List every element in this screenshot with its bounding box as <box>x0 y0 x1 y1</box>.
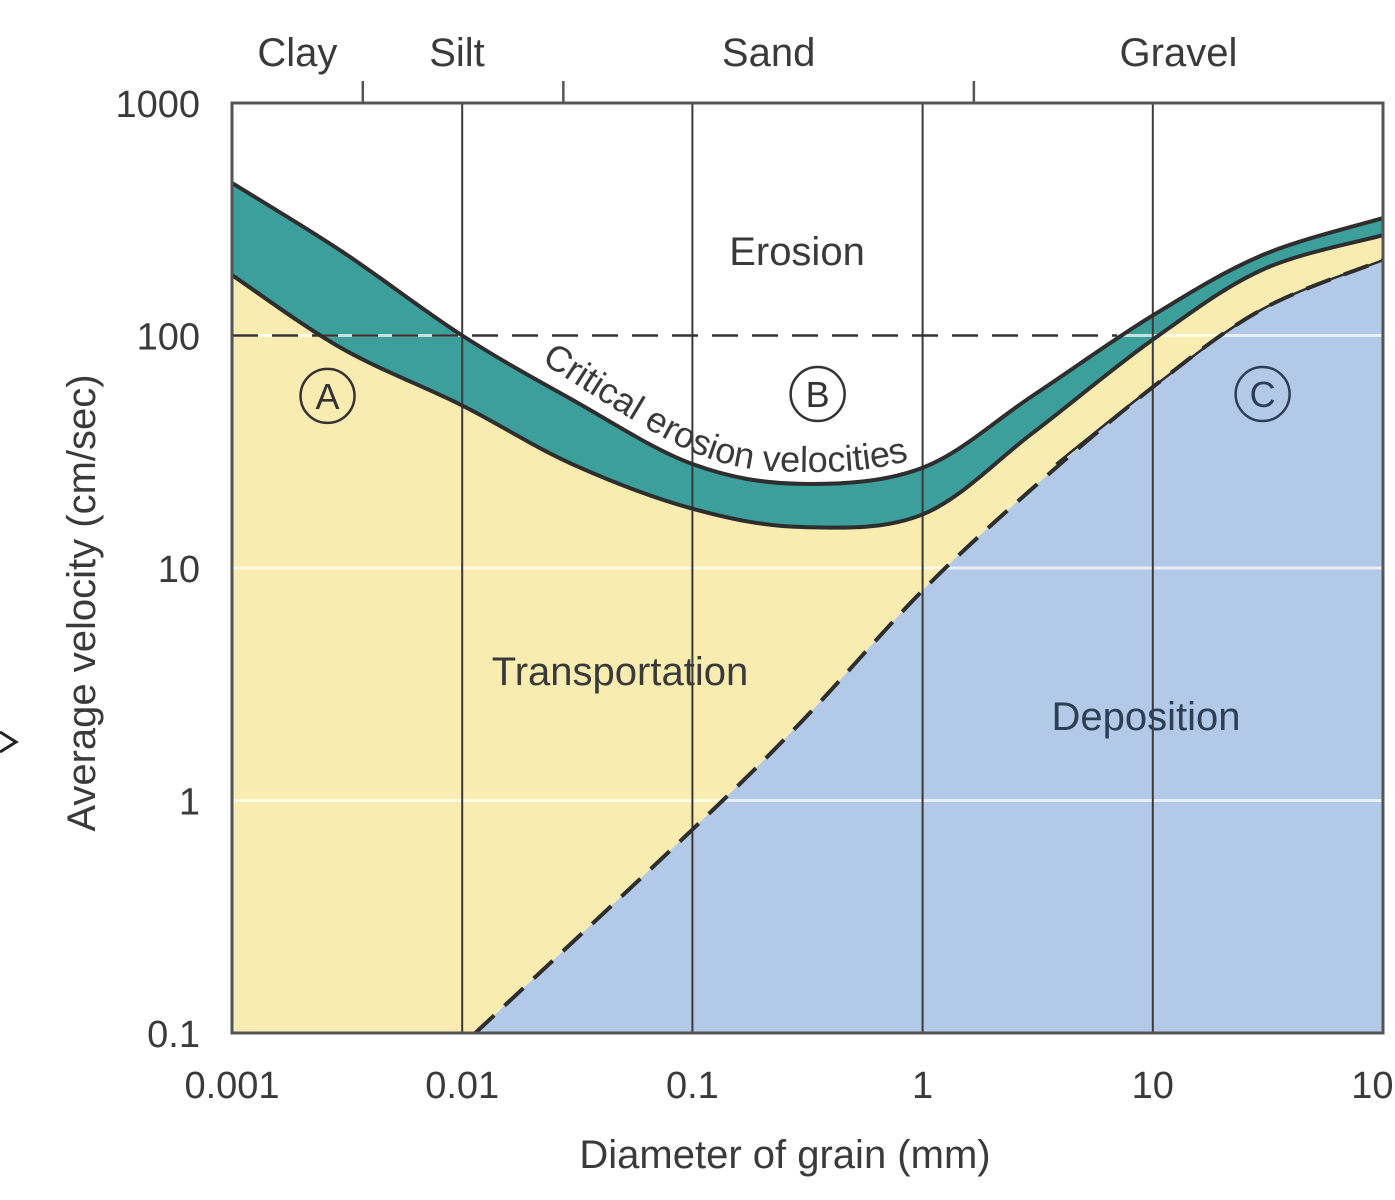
x-tick-label: 1 <box>912 1065 933 1107</box>
grain-class-label-gravel: Gravel <box>1120 31 1238 75</box>
y-tick-label: 10 <box>158 549 200 591</box>
grain-class-label-clay: Clay <box>257 31 337 75</box>
y-tick-label: 0.1 <box>147 1014 200 1056</box>
deposition-region <box>475 260 1383 1033</box>
plot-frame <box>230 101 1385 1035</box>
region-label-transportation: Transportation <box>492 650 748 694</box>
y-tick-label: 1000 <box>115 84 200 126</box>
x-tick-label: 10 <box>1132 1065 1174 1107</box>
x-tick-label: 100 <box>1351 1065 1395 1107</box>
marker-label-a: A <box>316 376 340 417</box>
erosion-lower-curve <box>230 233 1384 530</box>
grain-class-label-sand: Sand <box>722 31 815 75</box>
marker-label-c: C <box>1250 374 1276 415</box>
marker-circle-a <box>299 367 356 425</box>
grain-class-label-silt: Silt <box>429 31 485 75</box>
y-tick-label: 100 <box>137 317 200 359</box>
x-tick-label: 0.01 <box>425 1065 499 1107</box>
x-axis-label: Diameter of grain (mm) <box>579 1133 990 1177</box>
erosion-upper-curve <box>230 181 1384 486</box>
marker-circle-c <box>1234 365 1291 423</box>
marker-label-b: B <box>806 374 830 415</box>
x-tick-label: 0.1 <box>666 1065 719 1107</box>
deposition-curve-solid <box>1055 258 1384 466</box>
deposition-curve-dashed <box>473 258 1384 1035</box>
region-label-deposition: Deposition <box>1051 695 1240 739</box>
y-axis-label: Average velocity (cm/sec) <box>60 374 104 831</box>
y-tick-label: 1 <box>179 782 200 824</box>
region-label-erosion: Erosion <box>729 230 865 274</box>
marker-circle-b <box>789 365 846 423</box>
x-tick-label: 0.001 <box>184 1065 279 1107</box>
stray-arrow-icon <box>0 730 19 754</box>
